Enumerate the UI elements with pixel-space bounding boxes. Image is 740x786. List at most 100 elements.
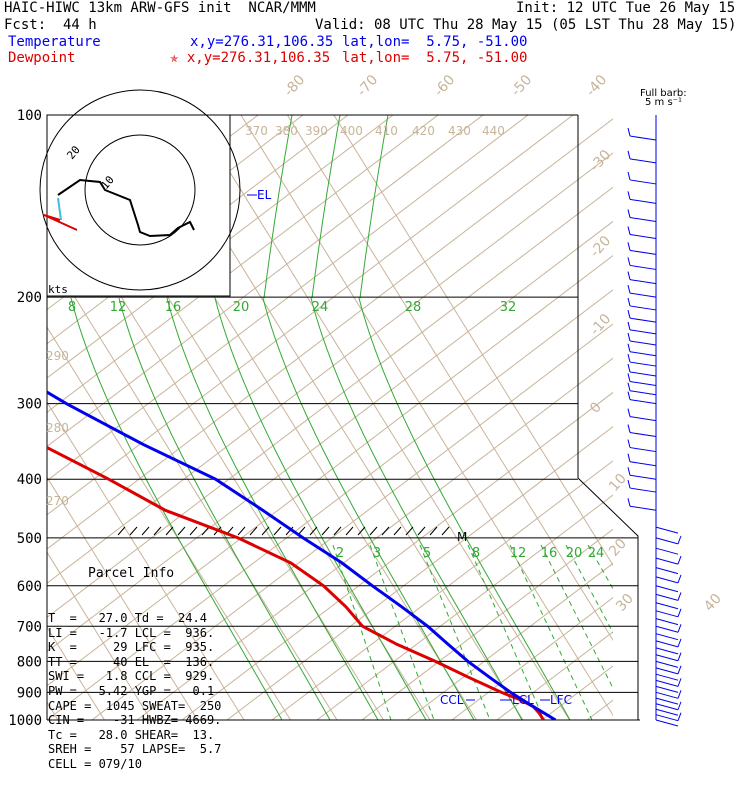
dry-adiabat-line — [47, 186, 613, 619]
wind-barb — [629, 399, 657, 405]
parcel-info-row: Tc = 28.0 SHEAR= 13. — [48, 727, 215, 742]
parcel-info-row: CIN = -31 HWBZ= 4669. — [48, 713, 222, 728]
moist-adiabat-label: 12 — [110, 300, 127, 315]
wind-barbs — [627, 115, 682, 727]
init-time: Init: 12 UTC Tue 26 May 15 — [516, 0, 736, 16]
level-markers: EL CCL LCL LFC M — [247, 188, 572, 707]
dry-adiabat-line — [47, 255, 613, 687]
moist-adiabat-label: 16 — [165, 300, 182, 315]
wind-barb-flag — [677, 701, 682, 710]
wind-barb — [629, 447, 657, 453]
wind-barb — [629, 461, 657, 467]
wind-barb — [629, 487, 657, 493]
wind-barb — [655, 703, 679, 711]
dry-adiabat-line — [47, 115, 529, 482]
wind-barb-flag — [627, 150, 631, 160]
profiles — [47, 390, 557, 720]
wind-barb-flag — [677, 555, 682, 565]
hodograph-ring-10 — [84, 134, 196, 246]
pressure-label: 500 — [17, 531, 42, 547]
moist-adiabat-line — [358, 297, 571, 720]
hatch-mark — [189, 526, 198, 536]
isotherm-line — [47, 251, 338, 720]
isotherm-line — [0, 115, 12, 720]
wind-barb — [629, 361, 657, 367]
dry-adiabat-line — [47, 115, 484, 448]
dry-adiabat-line — [361, 528, 613, 720]
hatch-mark — [345, 526, 354, 536]
theta-label: 430 — [448, 124, 471, 138]
dewpoint-latlon: lat,lon= 5.75, -51.00 — [342, 50, 528, 66]
wind-barb-flag — [627, 343, 631, 352]
wind-barb-flag — [677, 592, 682, 601]
theta-label: 380 — [275, 124, 298, 138]
pressure-label: 200 — [17, 290, 42, 306]
parcel-info-title: Parcel Info — [88, 566, 175, 582]
theta-label: 440 — [482, 124, 505, 138]
wind-barb — [629, 233, 657, 239]
wind-barb-flag — [677, 574, 682, 584]
hodograph-trace — [57, 178, 195, 238]
wind-barb-flag — [627, 391, 631, 400]
hatch-mark — [405, 526, 414, 536]
wind-barb-flag — [677, 665, 682, 675]
wind-barb-flag — [627, 332, 631, 342]
hatch-mark — [165, 526, 174, 536]
wind-barb-flag — [627, 171, 631, 181]
valid-time: Valid: 08 UTC Thu 28 May 15 (05 LST Thu … — [315, 17, 737, 33]
wind-barb-flag — [677, 535, 682, 545]
hatch-mark — [309, 526, 318, 536]
parcel-info-row: SWI = 1.8 CCL = 929. — [48, 669, 215, 684]
wind-barb — [629, 351, 657, 357]
wind-barb — [629, 264, 657, 270]
isotherm-label: 20 — [606, 536, 630, 560]
temperature-label: Temperature — [8, 34, 101, 50]
hatch-mark — [129, 526, 138, 536]
isotherm-label: 0 — [587, 399, 605, 416]
dewpoint-profile — [47, 445, 545, 720]
wind-barb — [629, 317, 657, 323]
wind-barb-flag — [627, 191, 631, 200]
moist-adiabat-line — [263, 115, 293, 299]
mixing-ratio-line — [467, 544, 545, 720]
wind-barb — [629, 158, 657, 164]
wind-barb-flag — [627, 310, 631, 319]
wind-barb-flag — [627, 439, 631, 448]
moist-adiabat-label: 28 — [405, 300, 422, 315]
dry-adiabat-line — [47, 115, 439, 413]
ccl-label: CCL — [440, 693, 464, 707]
wind-barb-flag — [627, 127, 631, 137]
wind-barb — [655, 593, 679, 601]
dry-adiabat-line — [316, 494, 613, 720]
wind-barb — [655, 526, 679, 534]
hatch-mark — [285, 526, 294, 536]
moist-adiabat-label: 24 — [312, 300, 329, 315]
lfc-label: LFC — [550, 693, 572, 707]
wind-barb-flag — [627, 297, 631, 307]
wind-barb — [629, 505, 657, 511]
moist-adiabat-label: 32 — [500, 300, 517, 315]
hatch-mark — [369, 526, 378, 536]
theta-label: 280 — [46, 421, 69, 435]
wind-barb — [655, 610, 679, 618]
theta-label: 420 — [412, 124, 435, 138]
isotherm-label: -40 — [583, 72, 610, 100]
dewpoint-label: Dewpoint — [8, 50, 76, 66]
pressure-label: 900 — [17, 685, 42, 701]
wind-barb — [655, 557, 679, 565]
hatch-mark — [417, 526, 426, 536]
wind-barb-flag — [627, 453, 631, 462]
dry-adiabat-line — [722, 0, 740, 720]
pressure-label: 1000 — [8, 713, 42, 729]
dry-adiabat-line — [226, 426, 613, 720]
wind-barb-flag — [627, 467, 631, 476]
wind-barb — [629, 329, 657, 335]
wind-barb — [655, 679, 679, 687]
moist-adiabat-line — [311, 115, 341, 299]
wind-barb-flag — [677, 690, 682, 699]
wind-barb — [655, 708, 679, 716]
wind-barb — [655, 618, 679, 626]
dry-adiabat-line — [47, 118, 613, 550]
pressure-label: 100 — [17, 108, 42, 124]
theta-label: 370 — [245, 124, 268, 138]
